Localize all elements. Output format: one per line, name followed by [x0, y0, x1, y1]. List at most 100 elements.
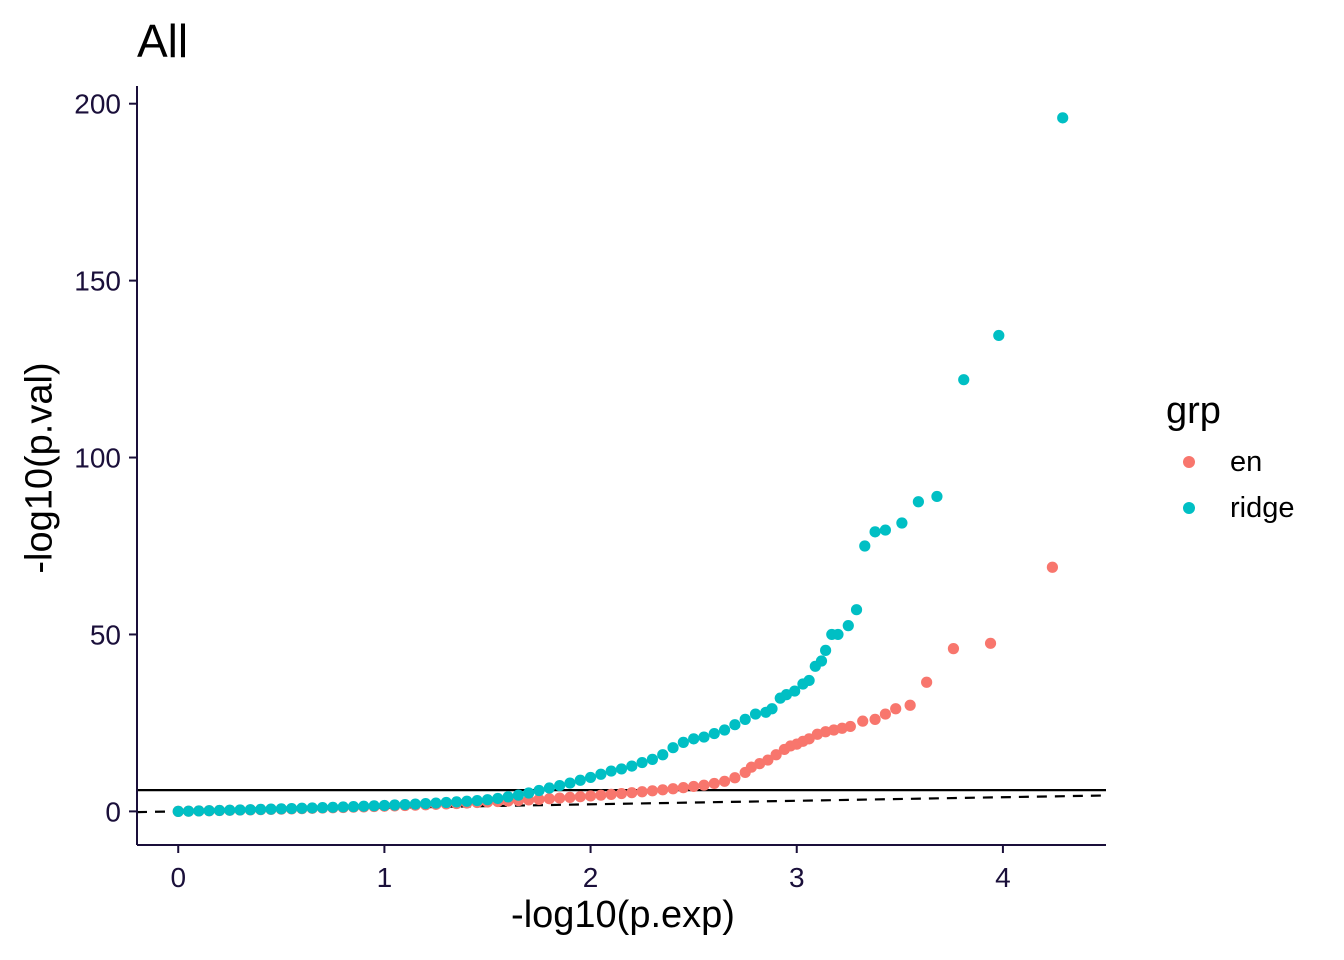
point-ridge	[931, 490, 943, 503]
point-ridge	[667, 742, 679, 754]
point-ridge	[626, 760, 638, 772]
point-ridge	[564, 777, 576, 789]
point-ridge	[378, 799, 391, 812]
point-en	[543, 793, 555, 805]
point-ridge	[698, 731, 710, 743]
x-tick-label: 0	[170, 862, 186, 893]
point-ridge	[584, 771, 597, 784]
point-en	[574, 791, 586, 803]
point-ridge	[958, 374, 970, 386]
point-ridge	[450, 796, 463, 808]
point-ridge	[347, 801, 360, 813]
point-ridge	[739, 713, 751, 725]
point-ridge	[646, 753, 659, 765]
point-en	[605, 788, 617, 801]
point-ridge	[789, 685, 801, 697]
point-ridge	[399, 798, 411, 811]
point-ridge	[316, 802, 329, 814]
series-en	[172, 561, 1058, 817]
point-ridge	[265, 803, 277, 815]
point-en	[803, 733, 815, 745]
point-ridge	[543, 782, 555, 794]
x-tick-label: 1	[377, 862, 393, 893]
point-ridge	[358, 800, 370, 812]
point-ridge	[688, 733, 700, 745]
point-en	[595, 789, 607, 801]
point-ridge	[832, 628, 844, 641]
point-ridge	[234, 804, 246, 816]
point-en	[762, 754, 774, 766]
point-ridge	[657, 749, 669, 761]
point-ridge	[502, 791, 514, 803]
legend-item-ridge: ridge	[1166, 485, 1295, 531]
point-en	[947, 643, 960, 655]
point-en	[729, 772, 741, 784]
point-en	[667, 783, 679, 795]
point-ridge	[912, 496, 924, 508]
legend-key-ridge	[1183, 502, 1195, 514]
point-ridge	[574, 774, 586, 786]
point-ridge	[213, 804, 226, 817]
point-en	[708, 777, 720, 790]
point-en	[636, 786, 648, 798]
point-ridge	[430, 797, 442, 809]
point-ridge	[244, 804, 256, 816]
x-tick-label: 3	[789, 862, 805, 893]
point-ridge	[182, 805, 195, 817]
point-en	[677, 782, 689, 794]
point-en	[890, 703, 902, 715]
point-en	[857, 715, 869, 727]
point-ridge	[389, 799, 401, 811]
point-ridge	[368, 800, 380, 812]
axes: 0 1 2 3 4 0 50 100 150 200	[74, 86, 1106, 893]
point-ridge	[255, 803, 267, 816]
point-en	[698, 779, 710, 791]
point-ridge	[172, 805, 184, 817]
series-ridge	[172, 112, 1069, 817]
point-ridge	[718, 724, 731, 736]
point-ridge	[440, 796, 452, 809]
point-en	[879, 708, 891, 720]
data-points	[172, 112, 1069, 817]
point-ridge	[1057, 112, 1069, 124]
point-ridge	[896, 517, 908, 529]
point-ridge	[523, 787, 535, 799]
point-en	[657, 784, 669, 796]
point-en	[1046, 561, 1058, 573]
point-ridge	[993, 329, 1005, 342]
point-ridge	[554, 779, 566, 792]
point-en	[770, 749, 782, 761]
y-tick-label: 0	[105, 796, 121, 827]
legend: grp en ridge	[1166, 390, 1295, 531]
point-en	[626, 787, 638, 799]
legend-title: grp	[1166, 390, 1221, 432]
point-ridge	[595, 768, 607, 780]
point-ridge	[605, 765, 617, 777]
point-ridge	[766, 703, 778, 715]
point-en	[869, 713, 881, 725]
point-ridge	[306, 802, 318, 814]
y-tick-label: 150	[74, 266, 121, 297]
point-ridge	[815, 655, 828, 667]
point-ridge	[869, 526, 881, 538]
point-ridge	[533, 784, 545, 797]
point-en	[533, 793, 545, 805]
point-ridge	[471, 794, 483, 807]
x-tick-label: 2	[583, 862, 599, 893]
point-en	[984, 637, 997, 649]
point-ridge	[420, 798, 432, 810]
point-ridge	[636, 756, 648, 769]
point-ridge	[803, 674, 815, 687]
point-en	[904, 699, 916, 711]
x-tick-label: 4	[995, 862, 1011, 893]
legend-item-en: en	[1166, 439, 1295, 485]
point-ridge	[512, 789, 525, 801]
point-en	[554, 792, 566, 804]
point-ridge	[327, 801, 339, 813]
point-en	[844, 720, 856, 733]
chart-title: All	[137, 15, 189, 67]
point-ridge	[492, 792, 504, 805]
point-ridge	[337, 801, 349, 813]
point-en	[921, 676, 933, 688]
point-ridge	[193, 805, 205, 817]
